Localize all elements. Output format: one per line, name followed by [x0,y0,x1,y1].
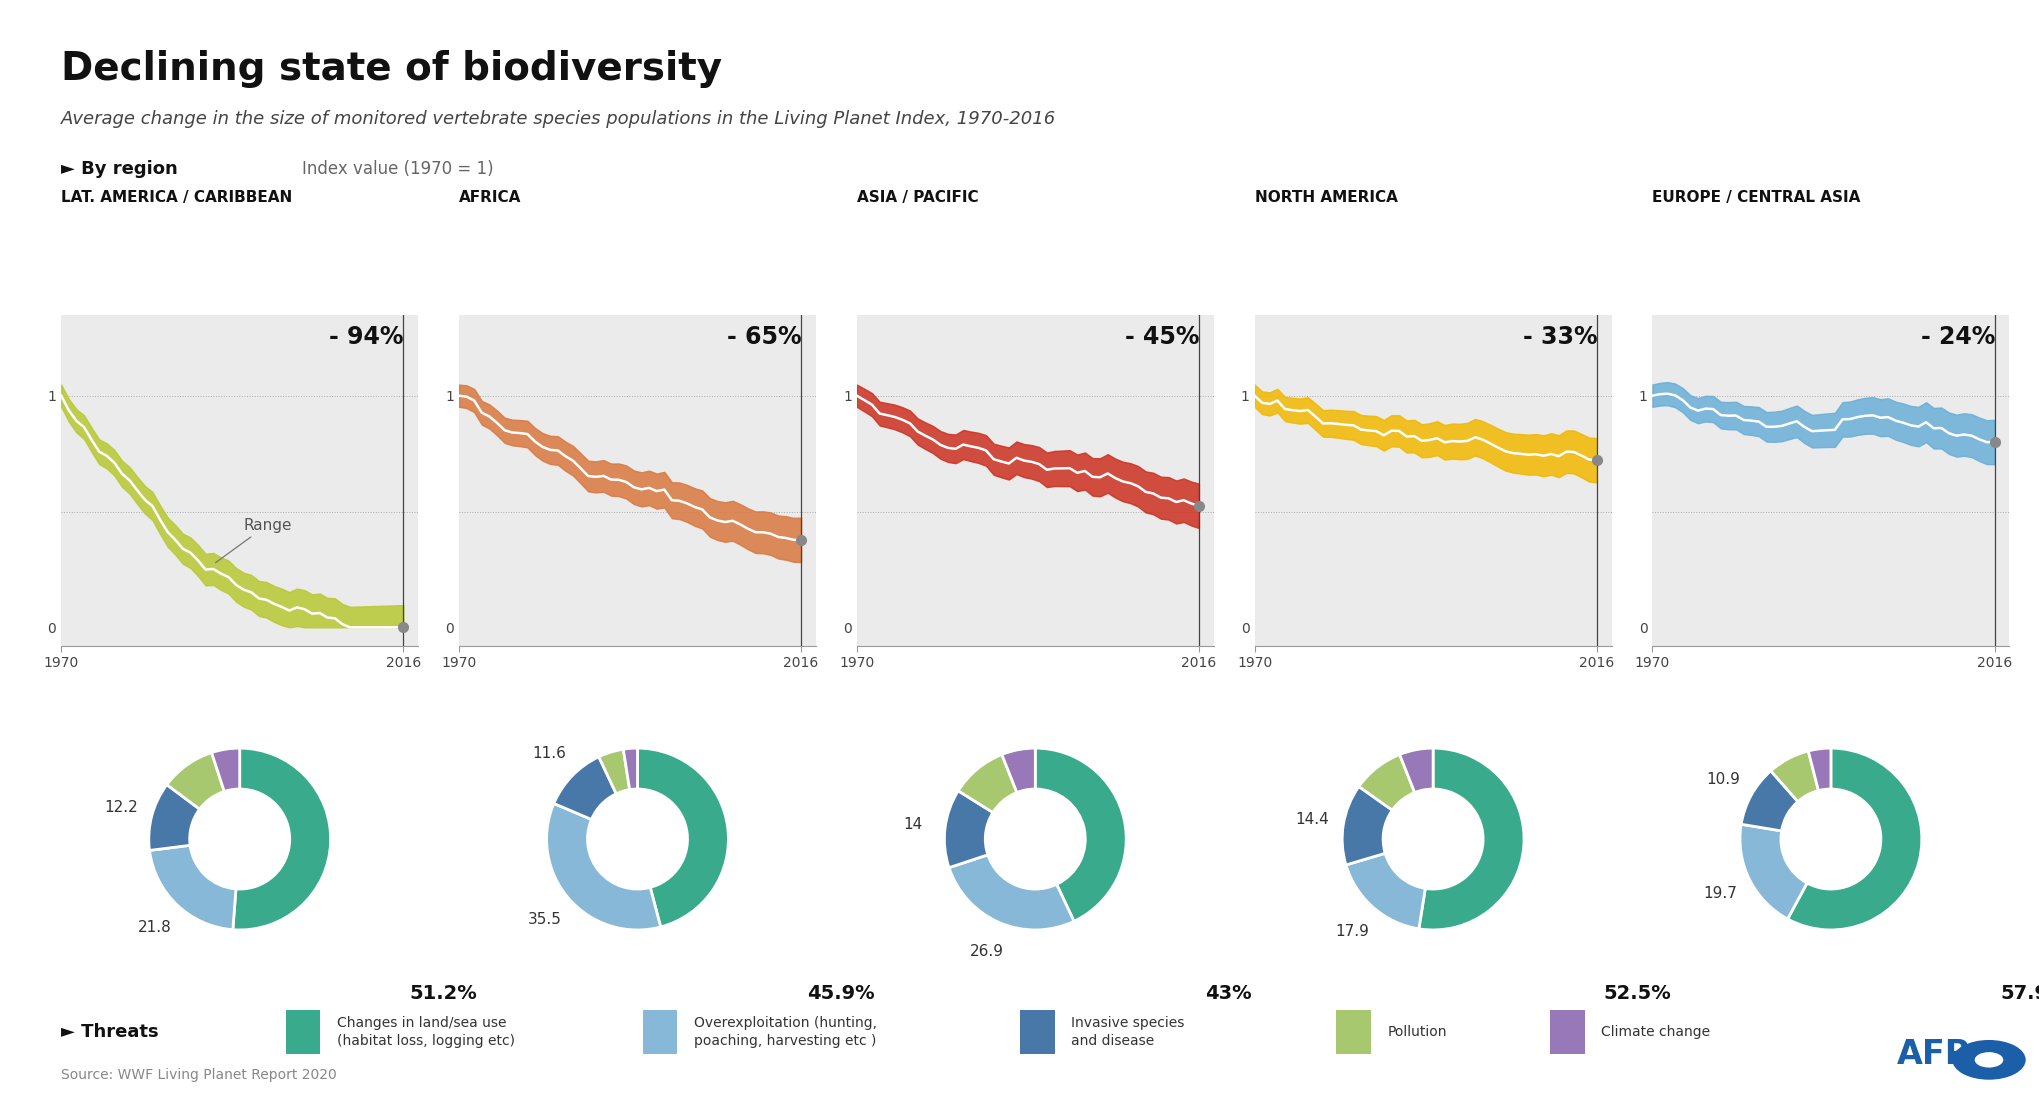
Wedge shape [1342,786,1391,864]
Wedge shape [546,804,661,930]
Wedge shape [232,749,330,930]
Text: 17.9: 17.9 [1336,924,1368,938]
Text: Declining state of biodiversity: Declining state of biodiversity [61,50,722,87]
Wedge shape [636,749,728,927]
Text: - 33%: - 33% [1521,325,1597,349]
Wedge shape [1786,749,1921,930]
Text: ► By region: ► By region [61,160,177,178]
Wedge shape [948,854,1073,930]
Wedge shape [1001,749,1036,793]
Text: ► Threats: ► Threats [61,1023,159,1041]
Text: 11.6: 11.6 [532,746,565,762]
Wedge shape [624,749,638,789]
Wedge shape [212,749,241,792]
Text: Invasive species
and disease: Invasive species and disease [1070,1016,1185,1049]
Text: - 24%: - 24% [1921,325,1994,349]
Wedge shape [1807,749,1831,790]
Text: NORTH AMERICA: NORTH AMERICA [1254,190,1397,205]
Text: Index value (1970 = 1): Index value (1970 = 1) [302,160,493,178]
Text: EUROPE / CENTRAL ASIA: EUROPE / CENTRAL ASIA [1652,190,1860,205]
Text: 52.5%: 52.5% [1603,984,1670,1004]
Text: 57.9%: 57.9% [2000,984,2039,1004]
Wedge shape [944,790,993,868]
Wedge shape [1346,853,1425,928]
Wedge shape [1739,825,1807,919]
Wedge shape [1741,771,1796,831]
Wedge shape [1399,749,1431,793]
Text: - 94%: - 94% [328,325,404,349]
Text: Range: Range [216,518,292,563]
Text: 35.5: 35.5 [528,912,561,927]
Wedge shape [167,753,224,809]
Wedge shape [1419,749,1523,930]
Wedge shape [958,754,1015,813]
Text: 14.4: 14.4 [1295,811,1327,827]
Text: Average change in the size of monitored vertebrate species populations in the Li: Average change in the size of monitored … [61,110,1056,128]
Text: Changes in land/sea use
(habitat loss, logging etc): Changes in land/sea use (habitat loss, l… [336,1016,514,1049]
Wedge shape [1034,749,1126,922]
Text: Climate change: Climate change [1601,1026,1709,1039]
Text: 10.9: 10.9 [1707,772,1739,787]
Text: Overexploitation (hunting,
poaching, harvesting etc ): Overexploitation (hunting, poaching, har… [693,1016,877,1049]
Text: 19.7: 19.7 [1703,885,1737,901]
Text: Source: WWF Living Planet Report 2020: Source: WWF Living Planet Report 2020 [61,1068,336,1082]
Text: - 65%: - 65% [726,325,801,349]
Text: 45.9%: 45.9% [807,984,875,1004]
Wedge shape [149,785,200,850]
Text: 14: 14 [903,817,922,832]
Text: 21.8: 21.8 [139,921,171,935]
Text: 43%: 43% [1205,984,1252,1004]
Text: - 45%: - 45% [1123,325,1199,349]
Text: Pollution: Pollution [1387,1026,1446,1039]
Text: LAT. AMERICA / CARIBBEAN: LAT. AMERICA / CARIBBEAN [61,190,292,205]
Wedge shape [553,756,616,819]
Text: 12.2: 12.2 [104,800,139,815]
Text: AFP: AFP [1896,1038,1970,1071]
Text: AFRICA: AFRICA [459,190,522,205]
Text: 26.9: 26.9 [969,944,1003,959]
Wedge shape [1358,754,1413,810]
Wedge shape [149,846,237,930]
Wedge shape [599,750,630,794]
Text: ASIA / PACIFIC: ASIA / PACIFIC [856,190,979,205]
Text: 51.2%: 51.2% [410,984,477,1004]
Wedge shape [1770,751,1817,802]
